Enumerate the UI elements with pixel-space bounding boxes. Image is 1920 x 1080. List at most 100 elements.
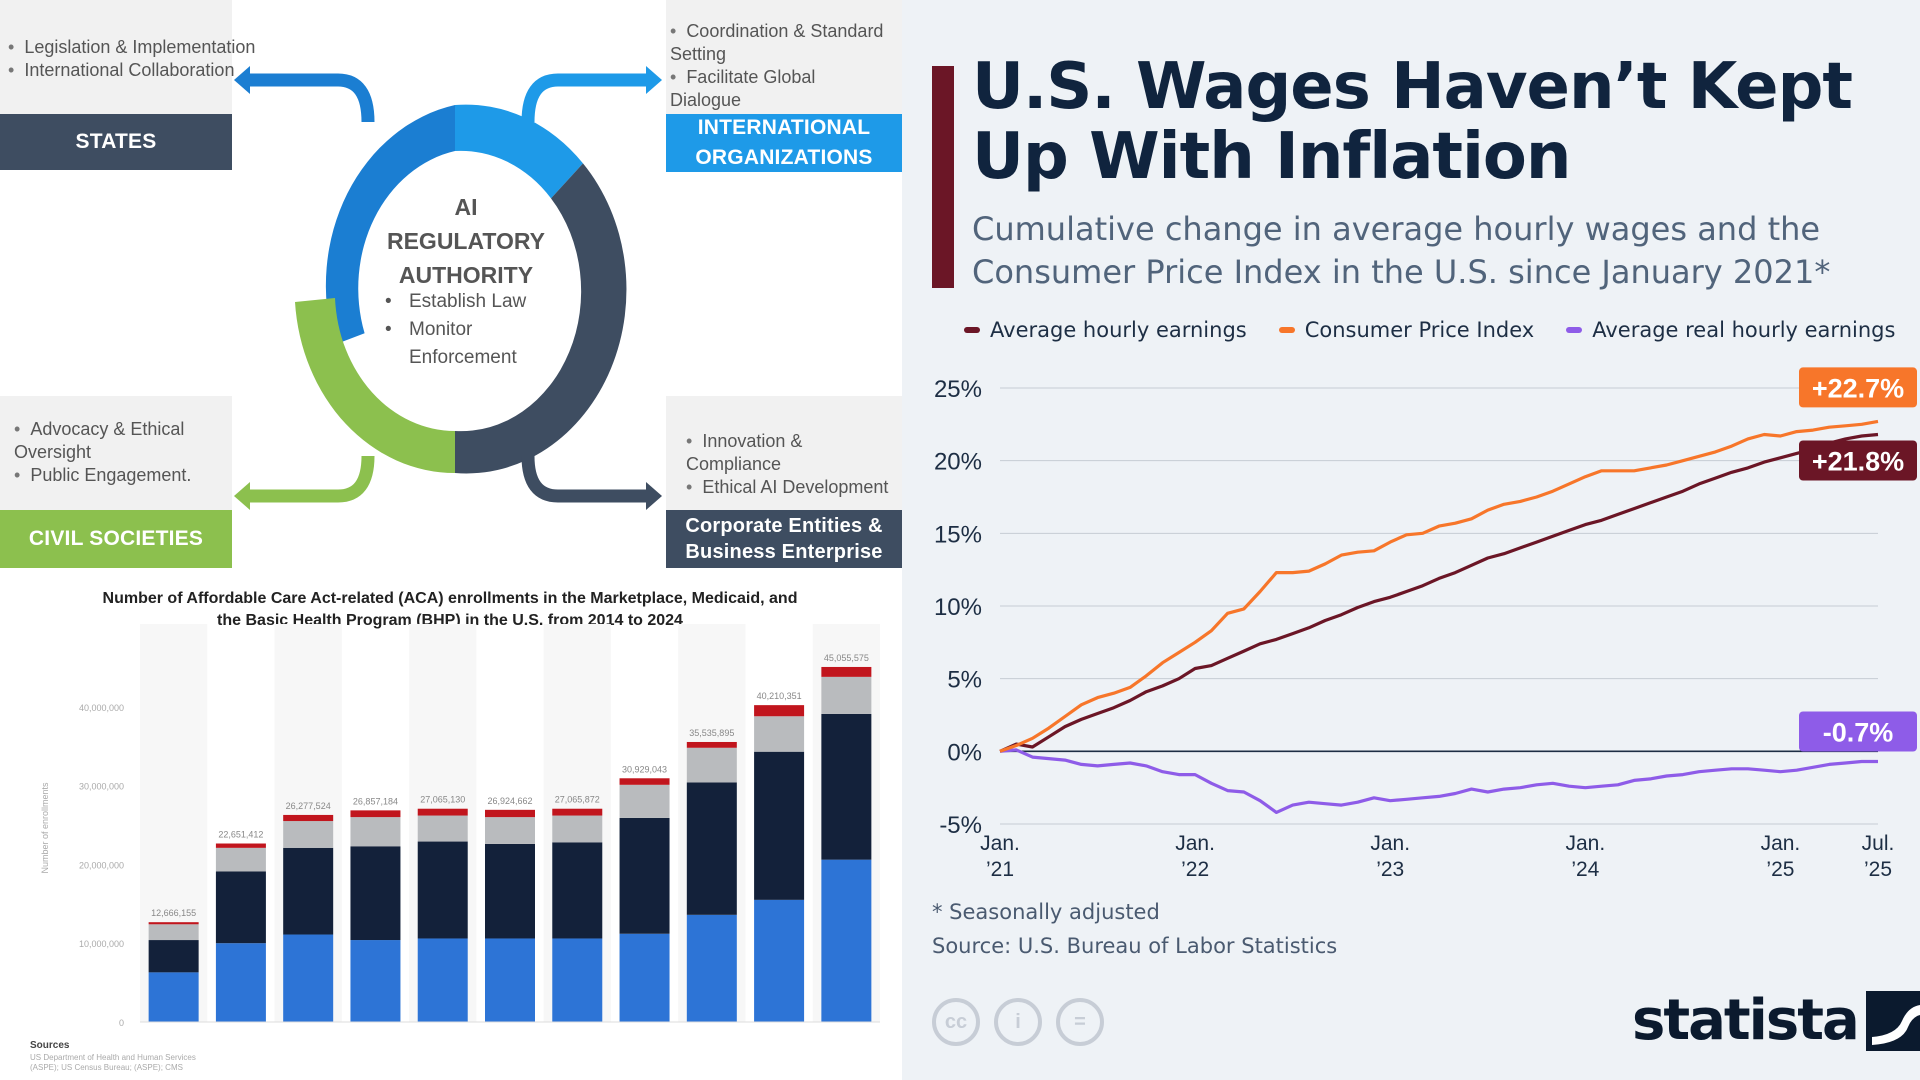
y-tick-label: 10% bbox=[934, 594, 982, 621]
bar-total-label: 26,924,662 bbox=[487, 796, 532, 806]
bar-total-label: 26,277,524 bbox=[286, 801, 331, 811]
civil-bullet: Advocacy & Ethical Oversight bbox=[14, 418, 224, 464]
aca-bar-segment bbox=[350, 817, 401, 847]
brand-name: statista bbox=[1632, 988, 1860, 1053]
cc-icon[interactable]: cc bbox=[932, 998, 980, 1046]
aca-bar-segment bbox=[350, 846, 401, 941]
bar-total-label: 40,210,351 bbox=[757, 691, 802, 701]
aca-bar-segment bbox=[821, 713, 872, 860]
end-label-box bbox=[1799, 440, 1917, 481]
y-tick-label: 20% bbox=[934, 449, 982, 476]
aca-bar-segment bbox=[148, 940, 199, 973]
series-line bbox=[999, 419, 1879, 753]
legend-item-earnings: Average hourly earnings bbox=[964, 318, 1247, 342]
aca-bar-segment bbox=[283, 934, 334, 1022]
arrow-states bbox=[244, 73, 375, 123]
hub-title: AI REGULATORY AUTHORITY bbox=[386, 194, 546, 288]
bar-total-label: 30,929,043 bbox=[622, 764, 667, 774]
intl-bullet: Facilitate Global Dialogue bbox=[670, 66, 890, 112]
bar-total-label: 35,535,895 bbox=[689, 728, 734, 738]
statista-mark-icon bbox=[1865, 990, 1920, 1051]
corporate-bullet: Ethical AI Development bbox=[686, 476, 902, 499]
legend-label: Average hourly earnings bbox=[990, 318, 1247, 342]
y-tick-label: 5% bbox=[947, 667, 982, 694]
legend-swatch bbox=[964, 327, 980, 333]
arrow-civil bbox=[244, 455, 375, 503]
source-line: US Department of Health and Human Servic… bbox=[30, 1053, 196, 1062]
aca-bar-segment bbox=[754, 716, 805, 752]
aca-bar-segment bbox=[485, 817, 535, 844]
series-line bbox=[999, 748, 1878, 814]
civil-box: CIVIL SOCIETIES bbox=[0, 510, 232, 568]
ring-segment-corporate bbox=[455, 163, 627, 474]
hub-list: Establish Law Monitor Enforcement bbox=[385, 288, 526, 372]
source-heading: Sources bbox=[30, 1040, 70, 1051]
aca-bar-segment bbox=[552, 808, 603, 816]
y-tick-label: 40,000,000 bbox=[79, 703, 124, 713]
y-tick-label: 0% bbox=[947, 739, 982, 766]
civil-bullets: Advocacy & Ethical Oversight Public Enga… bbox=[14, 418, 224, 487]
aca-bar-segment bbox=[686, 782, 737, 915]
arrow-head-civil bbox=[234, 482, 250, 510]
statista-logo[interactable]: statista bbox=[1632, 988, 1920, 1053]
end-label-box bbox=[1799, 711, 1917, 752]
legend-item-real: Average real hourly earnings bbox=[1566, 318, 1895, 342]
bar-total-label: 27,065,872 bbox=[555, 795, 600, 805]
arrow-head-corporate bbox=[646, 482, 662, 510]
ring-segment-states bbox=[325, 105, 455, 345]
x-tick-label: Jan. ’23 bbox=[1370, 832, 1410, 880]
aca-bar-segment bbox=[485, 938, 535, 1022]
aca-bar-segment bbox=[619, 817, 670, 934]
aca-bar-segment bbox=[215, 843, 266, 848]
arrow-head-intl bbox=[646, 66, 662, 94]
chart-legend: Average hourly earnings Consumer Price I… bbox=[964, 318, 1895, 342]
source-line: (ASPE); US Census Bureau; (ASPE); CMS bbox=[30, 1063, 183, 1072]
aca-bar-segment bbox=[821, 666, 872, 677]
y-tick-label: 10,000,000 bbox=[79, 939, 124, 949]
aca-bar-segment bbox=[619, 933, 670, 1022]
x-tick-label: Jul. ’25 bbox=[1862, 832, 1895, 880]
aca-bar-segment bbox=[417, 938, 468, 1022]
aca-chart-svg: 0 10,000,000 20,000,000 30,000,000 40,000,00… bbox=[30, 624, 880, 1072]
aca-bar-segment bbox=[552, 842, 603, 939]
legend-label: Consumer Price Index bbox=[1304, 318, 1535, 342]
aca-bar-segment bbox=[686, 747, 737, 783]
x-tick-label: Jan. ’25 bbox=[1761, 832, 1801, 880]
series-line bbox=[999, 432, 1879, 753]
aca-bar-segment bbox=[821, 676, 872, 714]
arrow-corporate bbox=[521, 455, 652, 503]
aca-bar-segment bbox=[417, 808, 468, 816]
aca-bar-segment bbox=[686, 914, 737, 1022]
end-label-box bbox=[1799, 367, 1917, 408]
aca-bar-segment bbox=[283, 814, 334, 822]
civil-bullet: Public Engagement. bbox=[14, 464, 224, 487]
legend-swatch bbox=[1566, 327, 1583, 333]
corporate-bullets: Innovation & Compliance Ethical AI Devel… bbox=[686, 430, 902, 499]
aca-bar-segment bbox=[552, 938, 603, 1022]
y-tick-label: 30,000,000 bbox=[79, 782, 124, 792]
hub-item: Enforcement bbox=[409, 347, 517, 368]
aca-bar-segment bbox=[754, 899, 805, 1022]
aca-bar-segment bbox=[754, 751, 805, 900]
y-axis-label: Number of enrollments bbox=[40, 782, 50, 874]
aca-bar-segment bbox=[215, 871, 266, 944]
chart-title: U.S. Wages Haven’t Kept Up With Inflatio… bbox=[972, 50, 1853, 194]
footnote: * Seasonally adjusted bbox=[932, 900, 1160, 924]
y-tick-label: -5% bbox=[939, 812, 982, 839]
bar-total-label: 12,666,155 bbox=[151, 908, 196, 918]
intl-box: INTERNATIONAL ORGANIZATIONS bbox=[666, 114, 902, 172]
wages-inflation-chart: U.S. Wages Haven’t Kept Up With Inflatio… bbox=[902, 0, 1920, 1080]
attribution-icon[interactable]: i bbox=[994, 998, 1042, 1046]
y-tick-label: 25% bbox=[934, 376, 982, 403]
y-tick-label: 20,000,000 bbox=[79, 860, 124, 870]
legend-label: Average real hourly earnings bbox=[1592, 318, 1896, 342]
aca-bar-segment bbox=[754, 705, 805, 717]
no-derivatives-icon[interactable]: = bbox=[1056, 998, 1104, 1046]
ring-segment-civil bbox=[295, 298, 455, 474]
aca-bar-segment bbox=[417, 815, 468, 842]
states-bullets: Legislation & Implementation Internation… bbox=[8, 36, 255, 82]
source-note: Source: U.S. Bureau of Labor Statistics bbox=[932, 934, 1338, 958]
corporate-box: Corporate Entities & Business Enterprise bbox=[666, 510, 902, 568]
aca-bar-segment bbox=[148, 972, 199, 1022]
aca-bar-segment bbox=[350, 810, 401, 818]
